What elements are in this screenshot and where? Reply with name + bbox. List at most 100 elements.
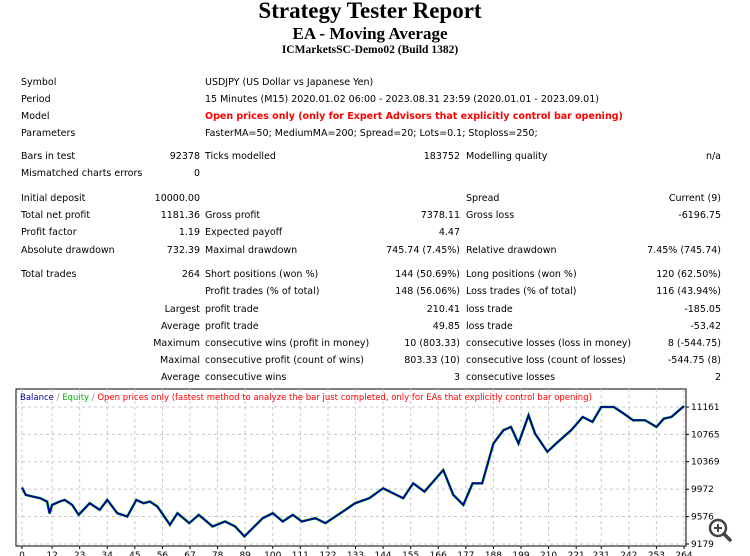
stats-row: Average consecutive wins 3 consecutive loss…	[0, 371, 750, 385]
stat-label: Profit factor	[21, 227, 77, 238]
stat-label: Loss trades (% of total)	[466, 286, 577, 297]
stat-label: Total net profit	[21, 210, 91, 221]
x-tick-label: 12	[46, 551, 57, 556]
stat-value: 803.33 (10)	[404, 355, 460, 366]
stat-value: 732.39	[166, 245, 200, 256]
x-tick-label: 111	[292, 551, 309, 556]
legend-equity: Equity	[62, 393, 89, 403]
stat-value: 7378.11	[420, 210, 460, 221]
info-row: Period 15 Minutes (M15) 2020.01.02 06:00 …	[0, 93, 750, 107]
stat-value: n/a	[705, 151, 721, 162]
info-value: FasterMA=50; MediumMA=200; Spread=20; Lo…	[205, 128, 538, 139]
stat-value: 0	[193, 168, 200, 179]
stat-value: Maximal	[160, 355, 200, 366]
info-label: Model	[21, 111, 50, 122]
x-tick-label: 67	[184, 551, 195, 556]
x-tick-label: 144	[374, 551, 391, 556]
stat-label: consecutive loss (count of losses)	[466, 355, 626, 366]
stat-value: 1181.36	[160, 210, 200, 221]
stat-label: consecutive losses	[466, 372, 556, 383]
stat-label: loss trade	[466, 304, 513, 315]
info-value: USDJPY (US Dollar vs Japanese Yen)	[205, 77, 374, 88]
stats-row: Largest profit trade 210.41 loss trade -185.…	[0, 303, 750, 317]
stats-row: Maximal consecutive profit (count of wins…	[0, 354, 750, 368]
server-build: ICMarketsSC-Demo02 (Build 1382)	[281, 44, 459, 56]
stat-label: Gross profit	[205, 210, 261, 221]
stat-value: -53.42	[690, 321, 721, 332]
x-tick-label: 264	[675, 551, 692, 556]
stats-row: Initial deposit 10000.00 Spread Current (9)	[0, 192, 750, 206]
legend-balance: Balance	[20, 393, 54, 403]
x-tick-label: 23	[74, 551, 85, 556]
legend-note: Open prices only (fastest method to anal…	[97, 393, 592, 403]
stat-label: consecutive wins (profit in money)	[205, 338, 370, 349]
stat-value: 148 (56.06%)	[395, 286, 460, 297]
stats-row: Bars in test 92378 Ticks modelled 183752 Mod…	[0, 150, 750, 164]
y-tick-label: 9972	[691, 485, 714, 495]
stats-row: Mismatched charts errors 0	[0, 167, 750, 181]
x-tick-label: 199	[512, 551, 529, 556]
stats-row: Absolute drawdown 732.39 Maximal drawdown 7…	[0, 244, 750, 258]
x-tick-label: 231	[593, 551, 610, 556]
info-label: Symbol	[21, 77, 57, 88]
stat-value: -6196.75	[678, 210, 721, 221]
stat-label: Relative drawdown	[466, 245, 557, 256]
stat-value: 2	[714, 372, 721, 383]
zoom-in-icon[interactable]	[708, 518, 732, 542]
x-tick-label: 210	[540, 551, 557, 556]
y-tick-label: 10369	[691, 458, 720, 468]
stat-value: Average	[160, 321, 200, 332]
x-tick-label: 133	[347, 551, 364, 556]
stat-value: 3	[453, 372, 460, 383]
legend-separator: /	[89, 393, 97, 403]
ea-name: EA - Moving Average	[292, 24, 448, 43]
stat-label: Mismatched charts errors	[21, 168, 143, 179]
stat-label: profit trade	[205, 304, 259, 315]
plot-frame	[15, 388, 687, 547]
x-tick-label: 188	[485, 551, 502, 556]
x-tick-label: 155	[402, 551, 419, 556]
info-row: Symbol USDJPY (US Dollar vs Japanese Yen)	[0, 76, 750, 90]
x-tick-label: 177	[457, 551, 474, 556]
x-tick-label: 34	[102, 551, 114, 556]
balance-chart: 0 12 23 34 45 56 67 78 89 100 111 122 133 144 155 166 17…	[15, 388, 732, 556]
y-tick-label: 11161	[691, 403, 720, 413]
stat-value: 183752	[423, 151, 460, 162]
stats-row: Total trades 264 Short positions (won %) 14…	[0, 268, 750, 282]
x-tick-label: 89	[239, 551, 251, 556]
stats-row: Profit factor 1.19 Expected payoff 4.47	[0, 226, 750, 240]
stat-label: profit trade	[205, 321, 259, 332]
x-tick-label: 78	[212, 551, 224, 556]
stat-value: Largest	[164, 304, 200, 315]
legend-separator: /	[54, 393, 62, 403]
x-tick-label: 0	[19, 551, 25, 556]
stat-value: Average	[160, 372, 200, 383]
stat-value: 49.85	[432, 321, 460, 332]
stat-value: 4.47	[438, 227, 460, 238]
x-tick-label: 100	[264, 551, 281, 556]
stat-label: Absolute drawdown	[21, 245, 115, 256]
stat-value: -544.75 (8)	[667, 355, 721, 366]
stat-value: 10 (803.33)	[404, 338, 460, 349]
stat-label: Ticks modelled	[205, 151, 276, 162]
balance-line	[21, 405, 685, 538]
chart-legend: Balance / Equity / Open prices only (fas…	[20, 393, 592, 403]
stat-label: Modelling quality	[466, 151, 548, 162]
stat-value: 264	[181, 269, 200, 280]
x-tick-label: 242	[620, 551, 637, 556]
info-row: Parameters FasterMA=50; MediumMA=200; Spr…	[0, 127, 750, 141]
stat-label: Bars in test	[21, 151, 76, 162]
stat-value: 120 (62.50%)	[656, 269, 721, 280]
stat-label: Total trades	[21, 269, 77, 280]
stat-label: Expected payoff	[205, 227, 283, 238]
stats-row: Profit trades (% of total) 148 (56.06%) Lo…	[0, 285, 750, 299]
stat-value: 745.74 (7.45%)	[386, 245, 460, 256]
stat-value: -185.05	[684, 304, 721, 315]
info-value: Open prices only (only for Expert Adviso…	[205, 111, 623, 122]
stats-row: Average profit trade 49.85 loss trade -53.42	[0, 320, 750, 334]
info-label: Period	[21, 94, 51, 105]
stat-label: Initial deposit	[21, 193, 86, 204]
y-tick-label: 9179	[691, 540, 714, 550]
report-title: Strategy Tester Report	[258, 0, 482, 23]
stat-value: 8 (-544.75)	[667, 338, 721, 349]
